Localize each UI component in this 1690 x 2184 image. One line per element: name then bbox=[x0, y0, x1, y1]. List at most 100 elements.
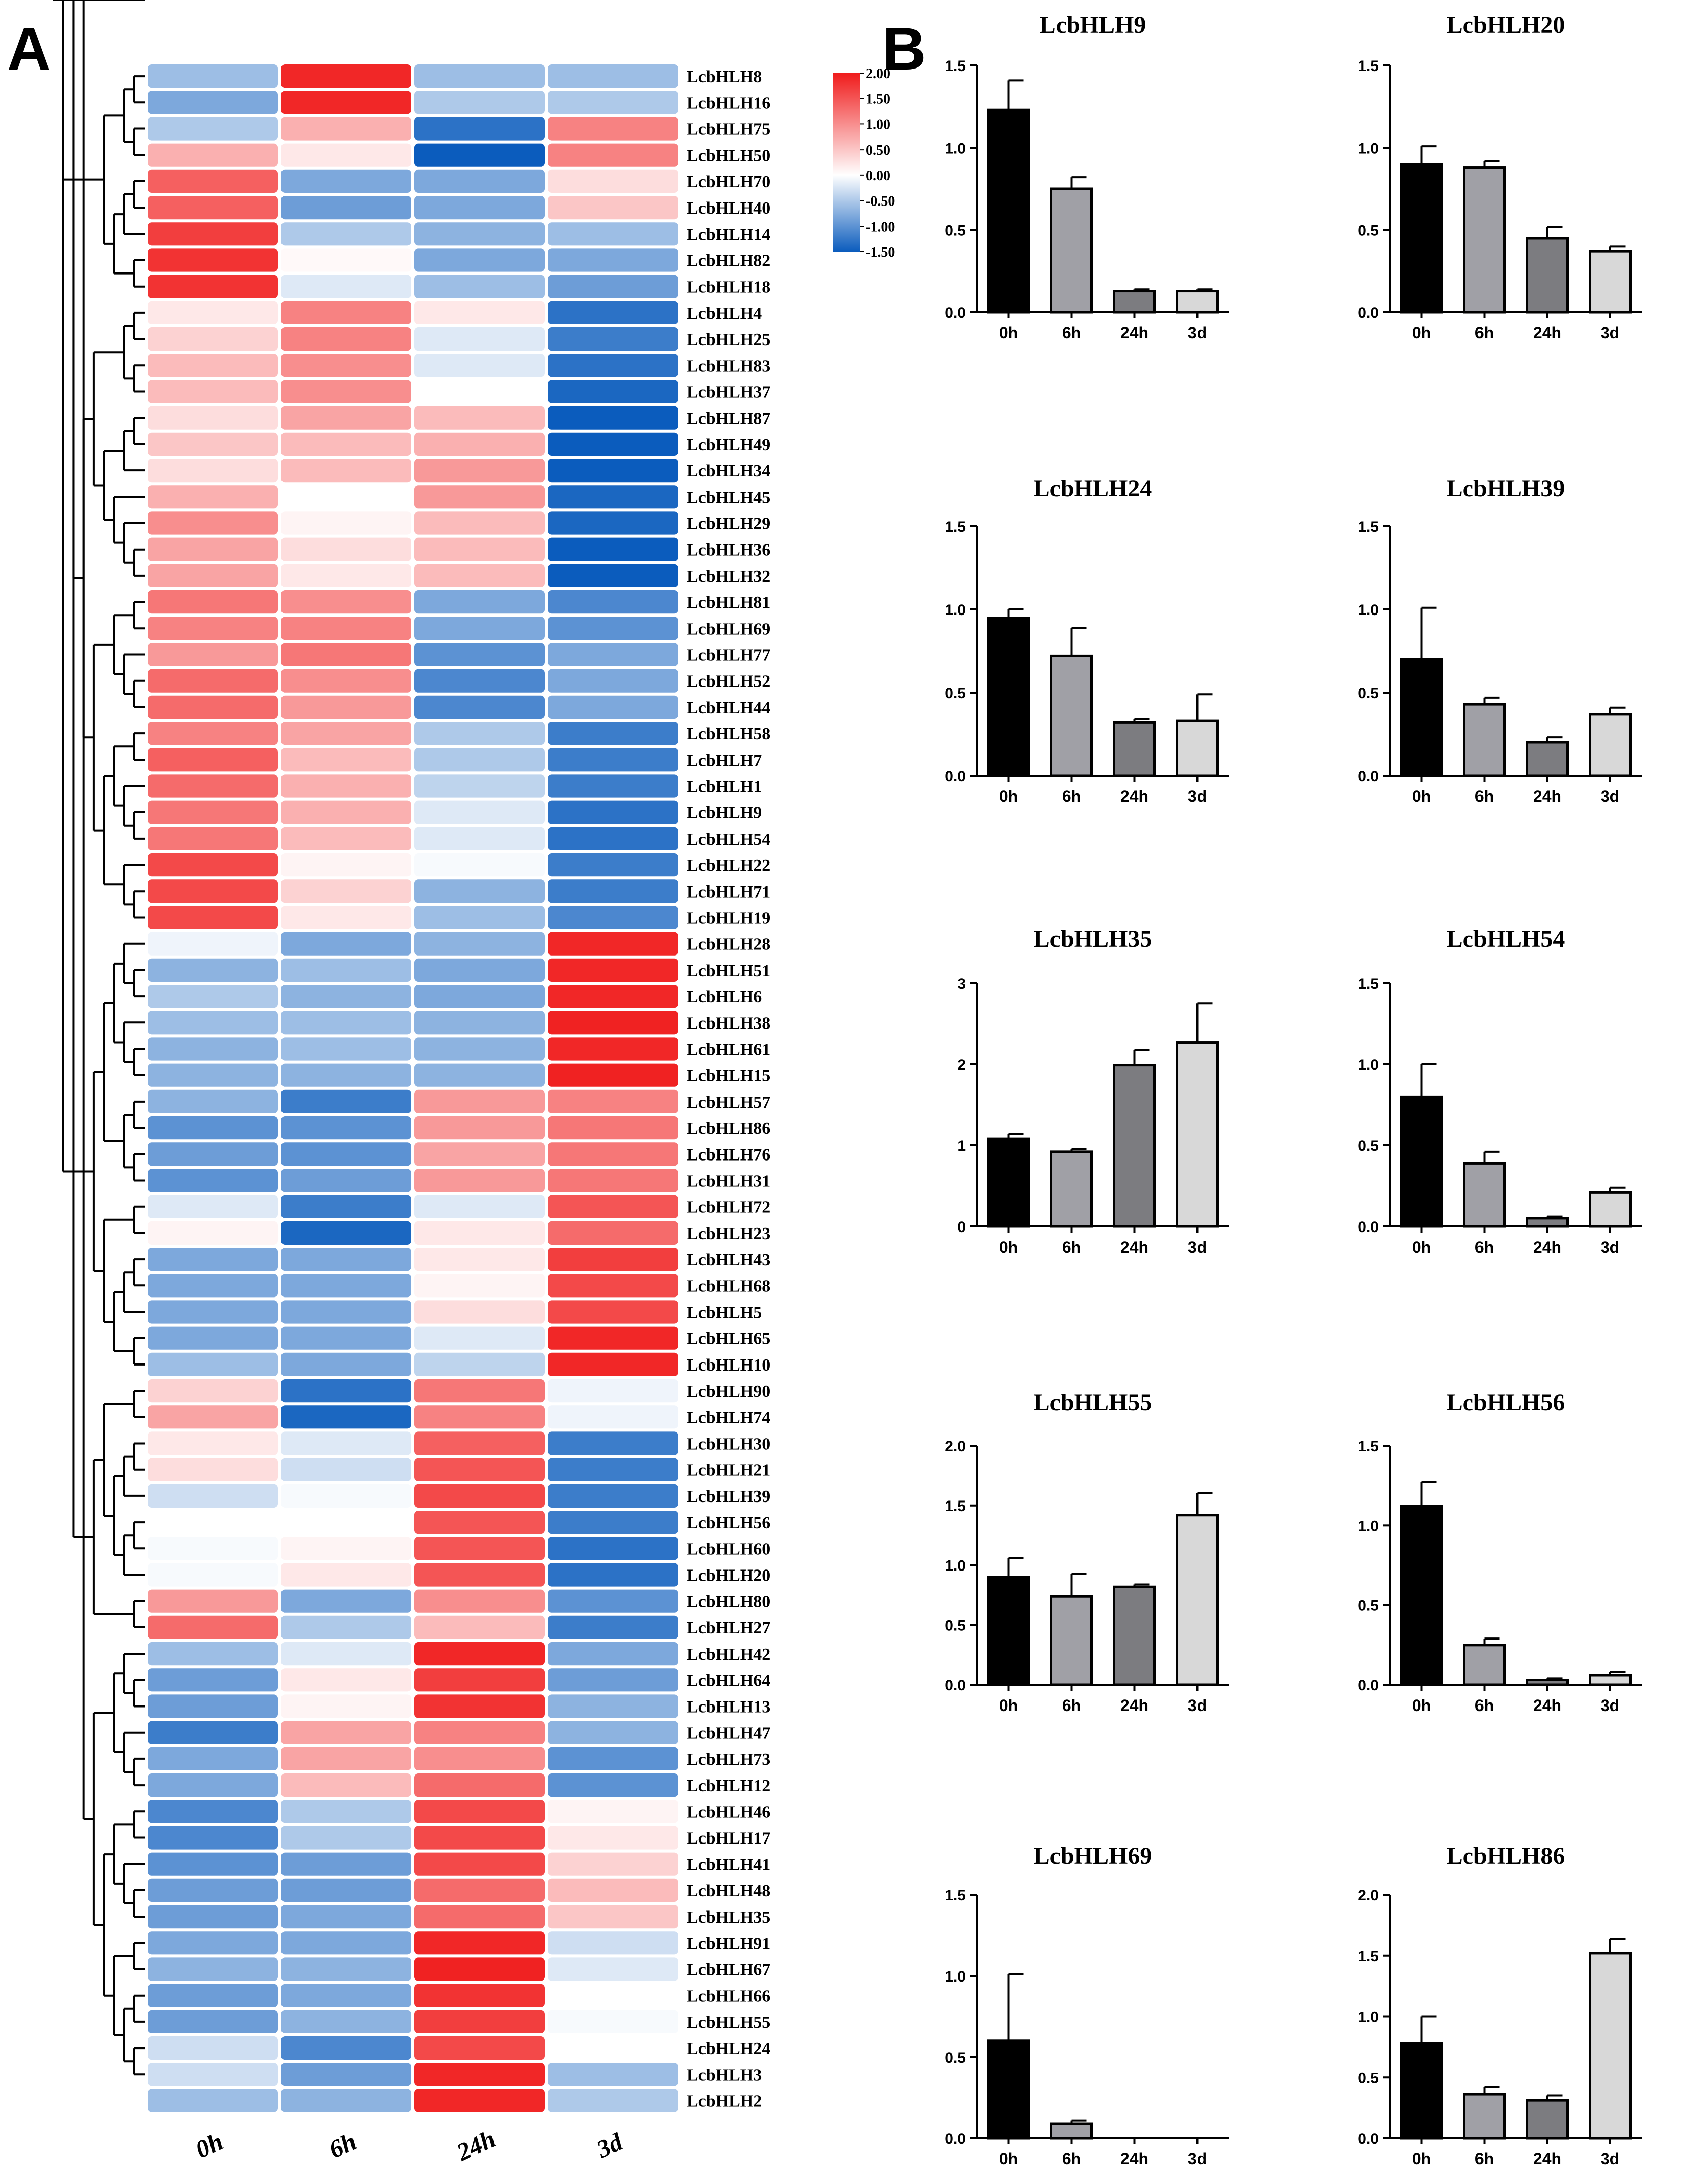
heatmap-cell bbox=[280, 1536, 412, 1561]
heatmap-cell bbox=[413, 1536, 546, 1561]
row-label: LcbHLH1 bbox=[687, 778, 762, 796]
y-tick-label: 1.0 bbox=[945, 1968, 966, 1985]
row-label: LcbHLH87 bbox=[687, 409, 770, 428]
heatmap-cell bbox=[280, 642, 412, 667]
heatmap-cell bbox=[413, 668, 546, 694]
heatmap-cell bbox=[413, 300, 546, 325]
row-label: LcbHLH10 bbox=[687, 1356, 770, 1375]
heatmap-cell bbox=[147, 221, 279, 247]
heatmap-cell bbox=[547, 1930, 679, 1956]
heatmap-cell bbox=[413, 116, 546, 142]
x-tick-label: 24h bbox=[1120, 1696, 1148, 1715]
heatmap-cell bbox=[547, 326, 679, 352]
heatmap-cell bbox=[547, 247, 679, 273]
heatmap-cell bbox=[147, 1746, 279, 1772]
bar bbox=[987, 1576, 1030, 1686]
heatmap-cell bbox=[147, 1536, 279, 1561]
heatmap-cell bbox=[147, 90, 279, 115]
heatmap-cell bbox=[547, 353, 679, 378]
heatmap-cell bbox=[547, 668, 679, 694]
heatmap-cell bbox=[413, 1825, 546, 1851]
heatmap-cell bbox=[280, 458, 412, 484]
heatmap-cell bbox=[280, 2062, 412, 2087]
y-tick-label: 0.5 bbox=[945, 223, 966, 239]
y-tick-label: 0.0 bbox=[945, 768, 966, 785]
heatmap-cell bbox=[547, 195, 679, 221]
row-label: LcbHLH54 bbox=[687, 830, 770, 849]
row-label: LcbHLH37 bbox=[687, 383, 770, 402]
heatmap-cell bbox=[413, 326, 546, 352]
heatmap-cell bbox=[280, 1720, 412, 1745]
row-label: LcbHLH22 bbox=[687, 856, 770, 875]
heatmap-cell bbox=[147, 1614, 279, 1641]
heatmap-cell bbox=[147, 326, 279, 352]
x-tick-label: 3d bbox=[1188, 1238, 1207, 1256]
heatmap-cell bbox=[413, 2062, 546, 2087]
row-label: LcbHLH25 bbox=[687, 330, 770, 349]
heatmap-cell bbox=[280, 2088, 412, 2113]
row-label: LcbHLH19 bbox=[687, 909, 770, 928]
heatmap-cell bbox=[547, 1325, 679, 1351]
heatmap-cell bbox=[413, 694, 546, 720]
heatmap-cell bbox=[280, 1088, 412, 1115]
y-tick-label: 2.0 bbox=[1358, 1887, 1379, 1904]
heatmap-cell bbox=[547, 1036, 679, 1062]
heatmap-cell bbox=[147, 274, 279, 299]
x-tick-label: 0h bbox=[1412, 1696, 1431, 1715]
bar bbox=[1463, 703, 1506, 777]
heatmap-cell bbox=[413, 563, 546, 589]
row-label: LcbHLH14 bbox=[687, 225, 770, 244]
heatmap-cell bbox=[147, 721, 279, 746]
row-label: LcbHLH76 bbox=[687, 1145, 770, 1164]
heatmap-cell bbox=[413, 1641, 546, 1667]
heatmap-cell bbox=[147, 1088, 279, 1115]
heatmap-cell bbox=[147, 799, 279, 825]
heatmap-cell bbox=[547, 1851, 679, 1877]
heatmap-cell bbox=[547, 1351, 679, 1378]
x-tick-label: 24h bbox=[1533, 324, 1561, 342]
row-label: LcbHLH90 bbox=[687, 1382, 770, 1401]
heatmap-cell bbox=[280, 1772, 412, 1798]
heatmap-cell bbox=[413, 1141, 546, 1167]
row-label: LcbHLH23 bbox=[687, 1224, 770, 1243]
y-tick-label: 1.0 bbox=[1358, 140, 1379, 157]
heatmap-cell bbox=[147, 1772, 279, 1798]
heatmap-cell bbox=[547, 1667, 679, 1693]
heatmap-cell bbox=[547, 905, 679, 930]
row-label: LcbHLH58 bbox=[687, 725, 770, 743]
heatmap-cell bbox=[547, 221, 679, 247]
bar-chart: LcbHLH69 0.0 0.5 1.0 1.5 0h 6h 24h 3d bbox=[945, 1842, 1229, 2168]
heatmap-cell bbox=[280, 1168, 412, 1193]
bar bbox=[1400, 163, 1443, 314]
heatmap-cell bbox=[147, 1457, 279, 1482]
row-label: LcbHLH56 bbox=[687, 1514, 770, 1532]
heatmap-cell bbox=[280, 1667, 412, 1693]
colorbar-tick-label: -1.50 bbox=[866, 245, 895, 260]
heatmap-cell bbox=[280, 1799, 412, 1824]
bar-chart: LcbHLH56 0.0 0.5 1.0 1.5 0h 6h 24h 3d bbox=[1358, 1389, 1642, 1715]
heatmap-cell bbox=[413, 247, 546, 273]
x-tick-label: 6h bbox=[1062, 787, 1081, 805]
heatmap-cell bbox=[147, 1299, 279, 1325]
x-tick-label: 24h bbox=[1533, 787, 1561, 805]
heatmap-cell bbox=[547, 826, 679, 852]
heatmap-cell bbox=[280, 1325, 412, 1351]
heatmap-cell bbox=[547, 90, 679, 115]
y-tick-label: 1.5 bbox=[1358, 976, 1379, 992]
heatmap-cell bbox=[413, 2035, 546, 2061]
heatmap-cell bbox=[280, 274, 412, 299]
bar-chart: LcbHLH86 0.0 0.5 1.0 1.5 2.0 0h 6h 24h 3d bbox=[1358, 1842, 1642, 2168]
heatmap-cell bbox=[547, 1956, 679, 1982]
x-tick-label: 0h bbox=[999, 2150, 1018, 2168]
heatmap-cell bbox=[280, 168, 412, 194]
bar bbox=[1463, 1644, 1506, 1686]
row-label: LcbHLH41 bbox=[687, 1856, 770, 1874]
heatmap-cell bbox=[547, 431, 679, 457]
heatmap-cell bbox=[147, 1667, 279, 1693]
heatmap-cell bbox=[280, 1956, 412, 1982]
bar bbox=[1463, 2093, 1506, 2140]
heatmap-cell bbox=[413, 379, 546, 404]
heatmap-cell bbox=[413, 589, 546, 615]
heatmap-cell bbox=[147, 536, 279, 562]
